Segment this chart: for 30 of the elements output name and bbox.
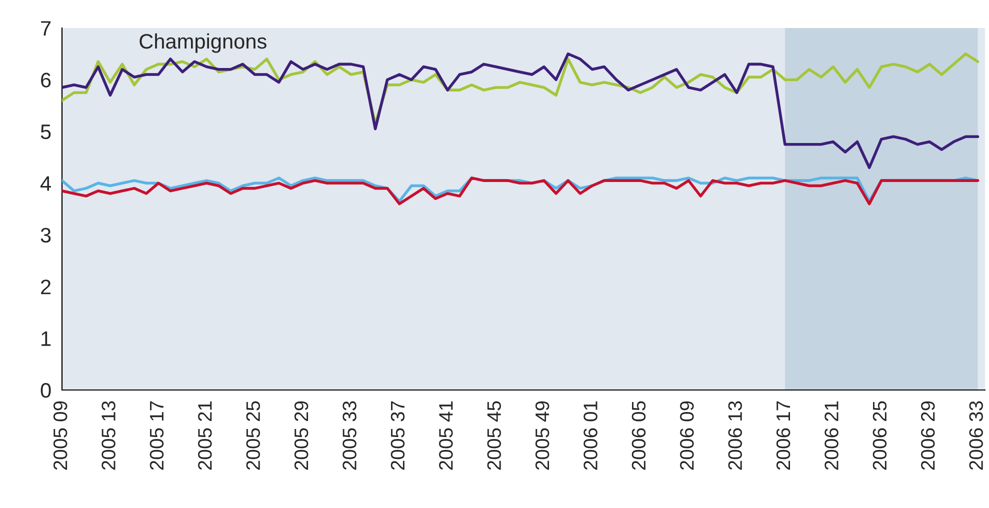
x-tick-label: 2006 17 (776, 401, 790, 470)
x-tick-label: 2006 01 (584, 401, 598, 470)
x-tick-label: 2006 33 (969, 401, 983, 470)
x-tick-label: 2005 45 (487, 401, 502, 470)
y-tick-label: 7 (41, 21, 51, 36)
x-tick-label: 2005 17 (150, 401, 164, 470)
y-tick-label: 0 (40, 383, 51, 398)
x-tick-label: 2005 13 (102, 401, 116, 470)
line-series (62, 52, 980, 170)
x-tick-label: 2005 41 (439, 401, 453, 470)
y-tick-label: 4 (40, 176, 51, 191)
y-tick-label: 3 (40, 228, 51, 243)
y-tick-label: 5 (40, 124, 51, 140)
x-tick-label: 2005 09 (53, 401, 68, 470)
x-tick-label: 2005 21 (198, 401, 212, 470)
x-tick-label: 2005 37 (390, 401, 405, 470)
x-tick-label: 2005 33 (342, 401, 356, 470)
x-tick-label: 2006 09 (680, 401, 694, 470)
x-tick-label: 2005 29 (294, 401, 308, 470)
x-tick-label: 2006 05 (632, 401, 646, 470)
x-tick-label: 2005 49 (535, 401, 550, 470)
x-tick-label: 2006 29 (921, 401, 935, 470)
x-tick-label: 2006 13 (728, 401, 742, 470)
x-tick-label: 2006 21 (824, 401, 838, 470)
y-tick-label: 1 (42, 332, 51, 346)
x-tick-label: 2005 25 (246, 401, 260, 470)
x-tick-label: 2006 25 (872, 401, 887, 470)
y-tick-label: 6 (41, 72, 51, 88)
chart-title: Champignons (140, 33, 266, 53)
y-tick-label: 2 (41, 280, 51, 294)
